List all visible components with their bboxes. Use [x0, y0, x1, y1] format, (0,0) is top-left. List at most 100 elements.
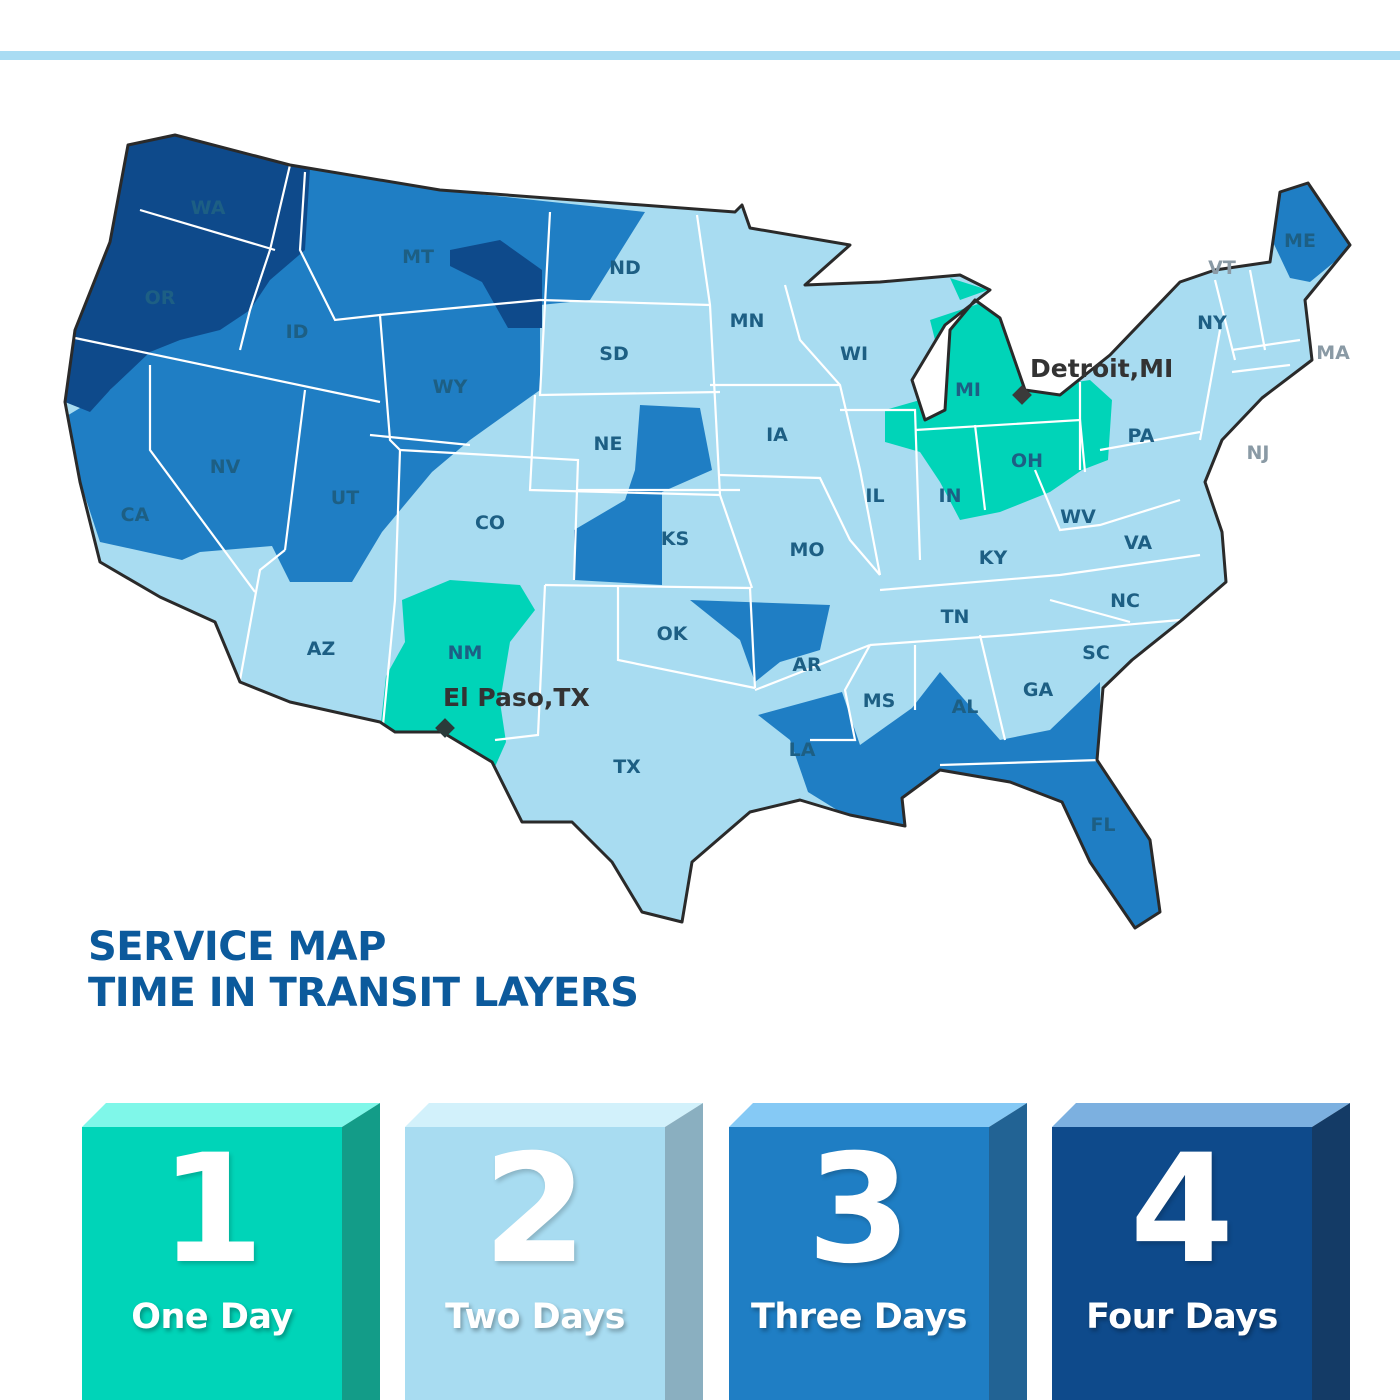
legend-number: 1 — [159, 1123, 265, 1297]
state-label-va: VA — [1124, 532, 1152, 554]
state-border — [840, 408, 922, 561]
state-border — [238, 549, 286, 681]
state-label-nj: NJ — [1247, 442, 1270, 464]
state-label-ky: KY — [979, 547, 1008, 569]
legend-label: Two Days — [445, 1297, 625, 1337]
state-border — [754, 643, 871, 692]
state-border — [539, 298, 711, 307]
us-service-map: WA OR CA ID NV MT WY UT AZ CO NM ND SD NE KS OK TX MN IA MO… — [63, 133, 1352, 930]
state-label-co: CO — [475, 512, 505, 534]
state-label-vt: VT — [1208, 257, 1236, 279]
legend-four-days: 4 Four Days — [1052, 1103, 1350, 1400]
state-border — [238, 164, 292, 351]
state-label-in: IN — [939, 485, 962, 507]
state-label-ny: NY — [1197, 312, 1227, 334]
legend-label: One Day — [131, 1297, 293, 1337]
state-border — [1049, 598, 1131, 624]
state-label-al: AL — [952, 696, 979, 718]
state-border — [978, 634, 1007, 741]
state-border — [74, 336, 381, 404]
legend-three-days: 3 Three Days — [729, 1103, 1027, 1400]
state-label-me: ME — [1284, 230, 1316, 252]
state-border — [1099, 430, 1201, 452]
state-border — [810, 644, 871, 742]
state-label-mo: MO — [789, 539, 824, 561]
state-border — [1213, 279, 1237, 361]
state-border — [283, 389, 307, 551]
state-borders — [74, 164, 1301, 767]
state-label-mn: MN — [730, 310, 765, 332]
state-label-wy: WY — [433, 376, 468, 398]
state-label-ia: IA — [766, 424, 788, 446]
top-accent-bar — [0, 51, 1400, 60]
state-label-pa: PA — [1128, 425, 1155, 447]
state-label-ut: UT — [331, 487, 359, 509]
state-label-tx: TX — [613, 756, 641, 778]
state-label-sd: SD — [599, 343, 628, 365]
state-label-nc: NC — [1110, 590, 1140, 612]
state-label-nm: NM — [448, 642, 483, 664]
state-border — [538, 211, 721, 397]
state-border — [139, 208, 276, 252]
state-border — [494, 584, 547, 742]
state-border — [369, 433, 471, 447]
state-label-nv: NV — [210, 456, 241, 478]
legend-one-day: 1 One Day — [82, 1103, 380, 1400]
state-label-ma: MA — [1316, 342, 1350, 364]
state-label-or: OR — [145, 287, 176, 309]
state-border — [544, 583, 757, 689]
state-border — [1198, 329, 1222, 441]
state-label-oh: OH — [1011, 450, 1043, 472]
state-label-ga: GA — [1023, 679, 1054, 701]
detroit-marker-icon — [1012, 385, 1032, 405]
legend-two-days: 2 Two Days — [405, 1103, 703, 1400]
state-border — [1248, 269, 1267, 351]
title-line-1: SERVICE MAP — [88, 924, 386, 970]
city-label-el-paso: El Paso,TX — [443, 683, 590, 712]
state-border — [528, 394, 721, 497]
legend-label: Four Days — [1086, 1297, 1278, 1337]
legend-number: 4 — [1129, 1123, 1235, 1297]
state-label-mt: MT — [402, 246, 434, 268]
state-border — [869, 618, 1181, 647]
state-border — [1231, 338, 1301, 352]
el-paso-marker-icon — [435, 718, 455, 738]
state-border — [381, 449, 402, 726]
state-border — [695, 214, 754, 589]
legend-label: Three Days — [751, 1297, 967, 1337]
state-label-wv: WV — [1060, 506, 1096, 528]
state-border — [1231, 363, 1291, 374]
state-label-ks: KS — [661, 528, 689, 550]
state-label-ar: AR — [792, 654, 822, 676]
state-label-ms: MS — [863, 690, 896, 712]
city-label-detroit: Detroit,MI — [1030, 354, 1173, 383]
state-label-ne: NE — [594, 433, 623, 455]
state-label-tn: TN — [941, 606, 970, 628]
state-border — [298, 171, 401, 451]
state-label-sc: SC — [1082, 642, 1110, 664]
title-line-2: TIME IN TRANSIT LAYERS — [88, 970, 639, 1016]
state-border — [879, 553, 1201, 592]
four-day-zone — [65, 135, 542, 412]
state-border — [148, 365, 256, 593]
state-border — [783, 284, 882, 576]
state-label-nd: ND — [609, 257, 641, 279]
state-label-la: LA — [789, 739, 816, 761]
state-label-mi: MI — [955, 379, 981, 401]
state-border — [399, 448, 580, 581]
state-border — [939, 758, 1101, 767]
state-label-ok: OK — [657, 623, 689, 645]
legend-number: 2 — [482, 1123, 588, 1297]
us-coastline — [63, 133, 1352, 930]
legend-number: 3 — [806, 1123, 912, 1297]
state-label-wi: WI — [840, 343, 868, 365]
state-label-ca: CA — [121, 504, 150, 526]
state-label-il: IL — [865, 485, 884, 507]
state-border — [379, 298, 541, 317]
state-border — [973, 424, 987, 511]
state-border — [616, 585, 756, 690]
state-label-wa: WA — [191, 197, 226, 219]
state-border — [719, 473, 881, 576]
map-title: SERVICE MAP TIME IN TRANSIT LAYERS — [88, 924, 639, 1016]
state-label-az: AZ — [307, 638, 335, 660]
